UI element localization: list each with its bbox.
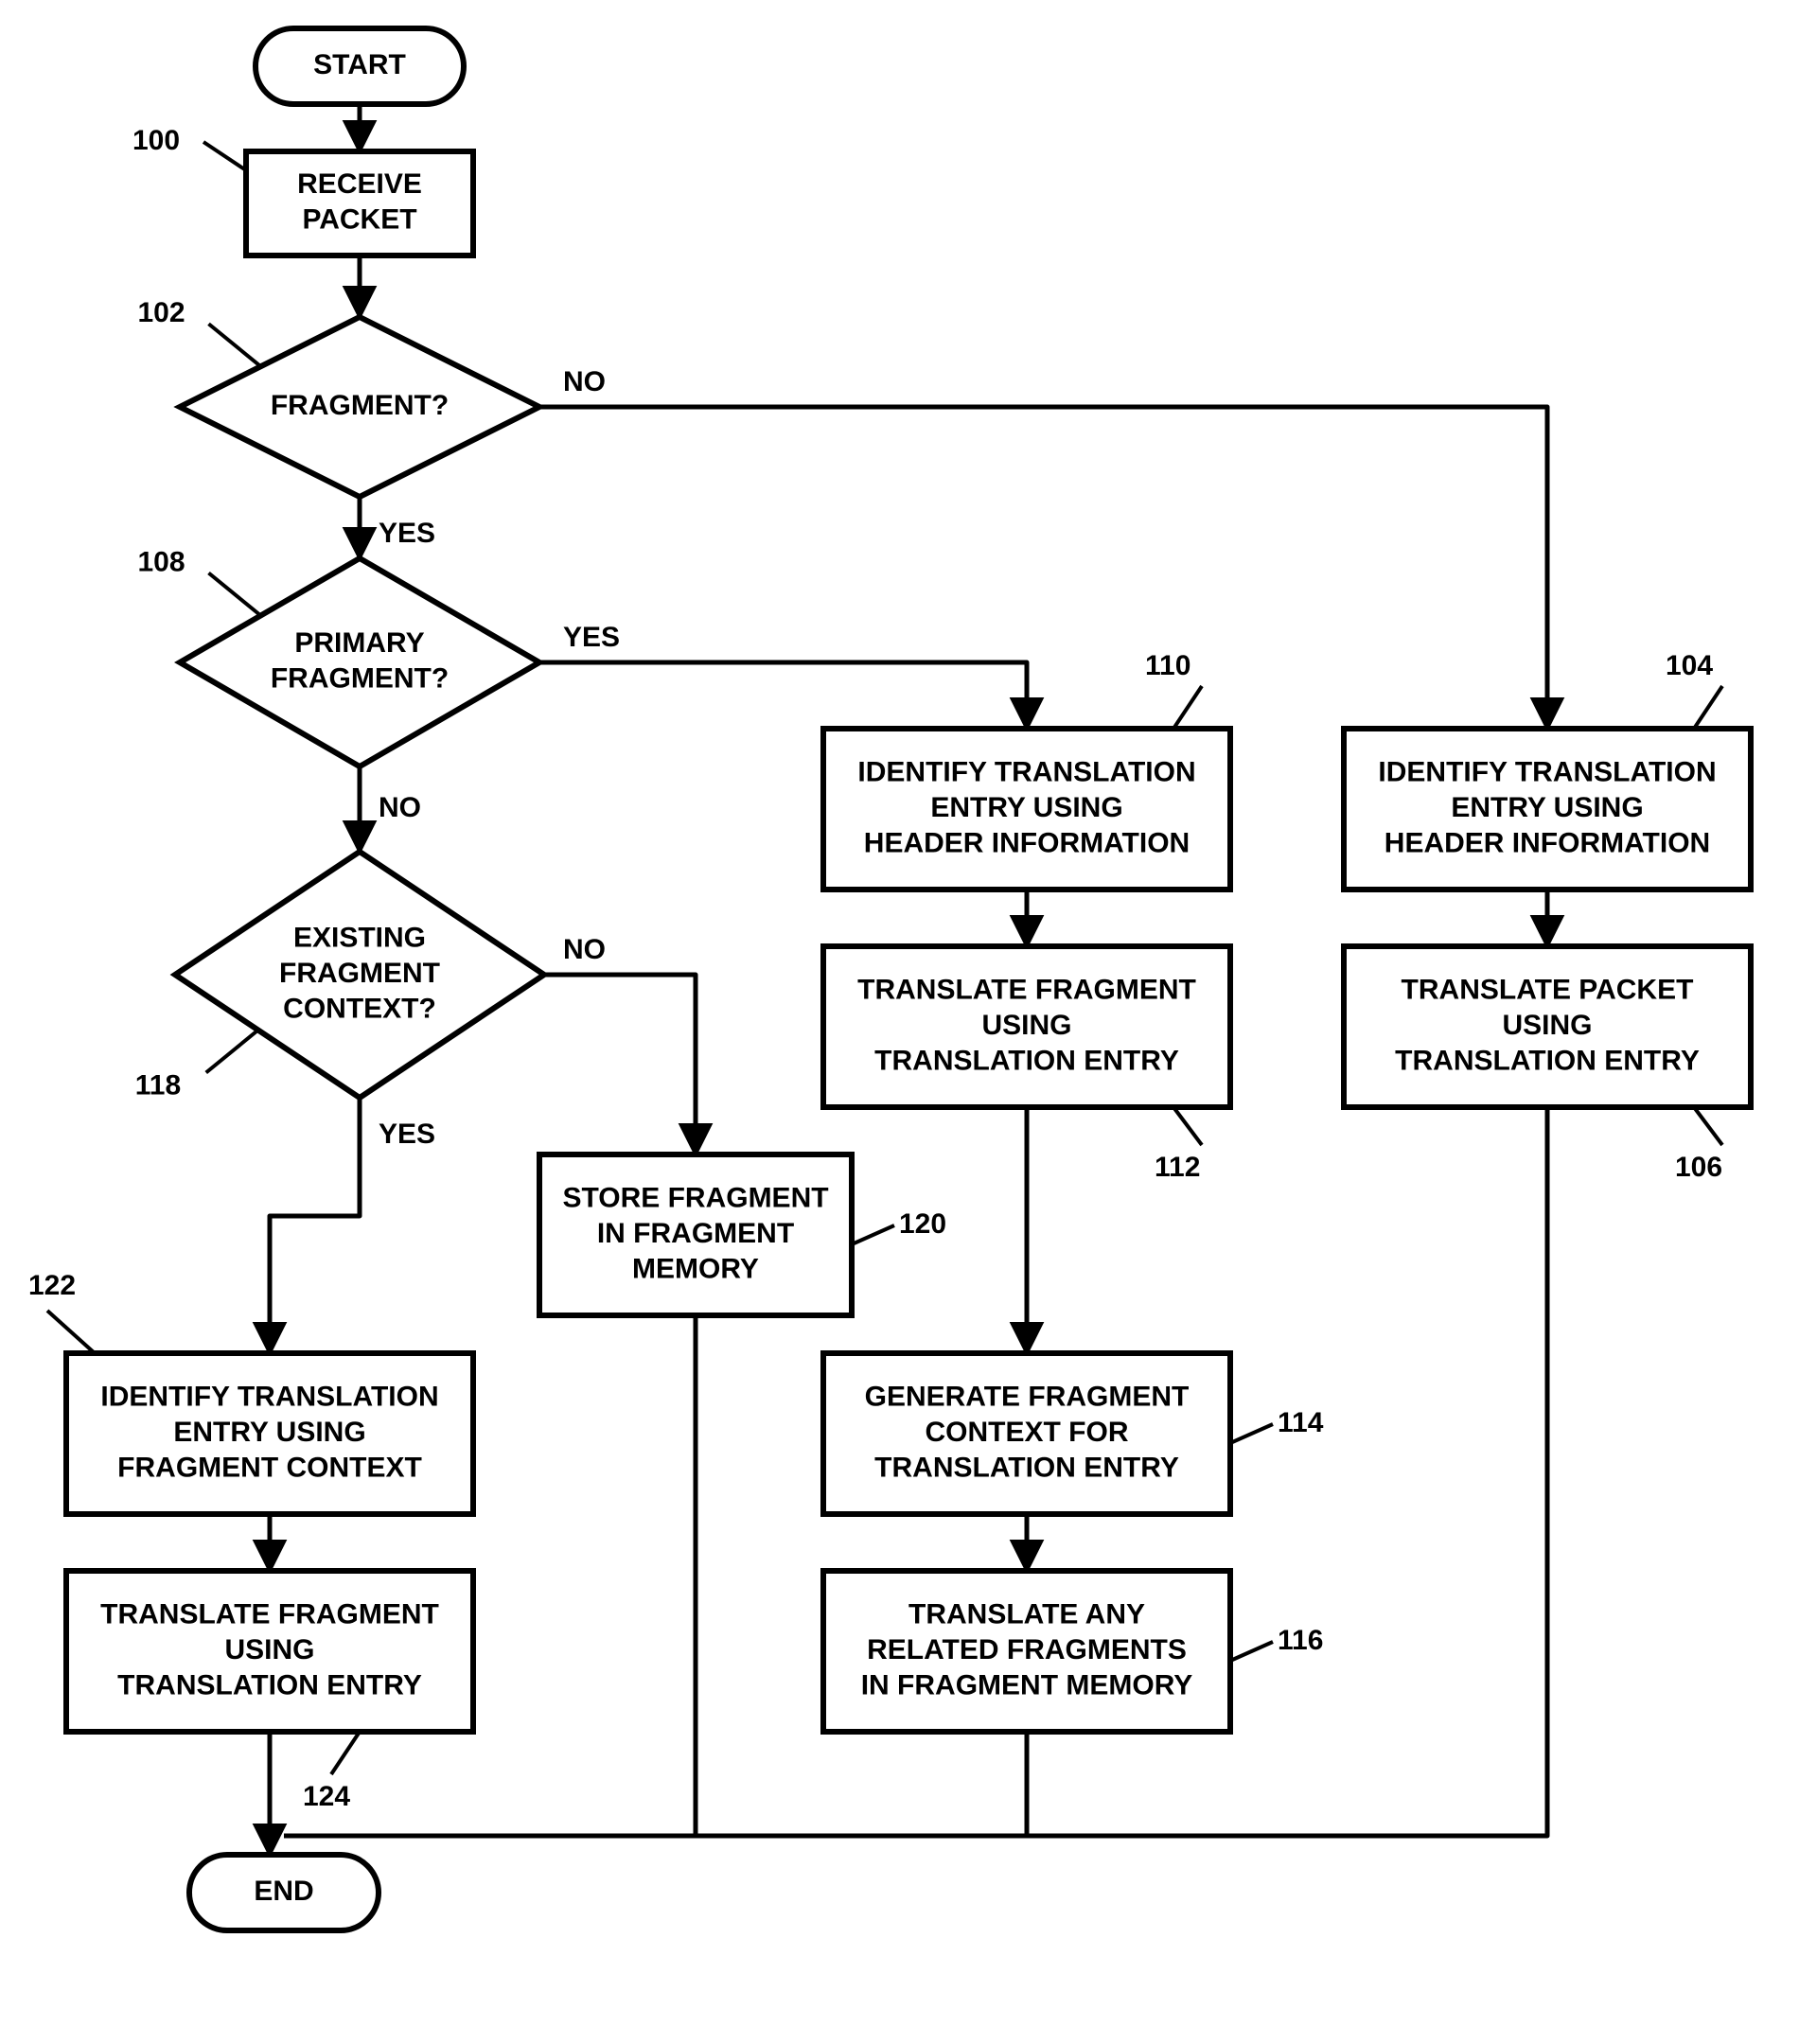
node-n122-line-2: FRAGMENT CONTEXT [117,1452,422,1483]
node-n124-line-0: TRANSLATE FRAGMENT [100,1598,439,1630]
node-n120-line-2: MEMORY [632,1253,759,1284]
node-n106-line-1: USING [1502,1010,1592,1041]
ref-label-n100: 100 [132,125,180,156]
node-n112-line-0: TRANSLATE FRAGMENT [857,974,1196,1005]
node-n120-line-0: STORE FRAGMENT [562,1182,828,1213]
node-end: END [189,1855,379,1930]
node-n118-line-0: EXISTING [293,922,426,953]
node-n118-line-1: FRAGMENT [279,958,440,989]
ref-label-n122: 122 [28,1270,76,1301]
node-n108-line-1: FRAGMENT? [271,663,449,695]
node-n108-line-0: PRIMARY [294,627,424,659]
edge-label-11: YES [379,1119,435,1150]
node-n116-line-1: RELATED FRAGMENTS [867,1634,1187,1665]
node-n110-line-2: HEADER INFORMATION [864,827,1190,858]
node-n112-line-2: TRANSLATION ENTRY [874,1045,1179,1076]
node-n104-line-1: ENTRY USING [1451,792,1643,823]
ref-label-n110: 110 [1145,650,1191,681]
ref-label-n104: 104 [1666,650,1713,681]
node-n104-line-0: IDENTIFY TRANSLATION [1378,756,1716,787]
ref-label-n118: 118 [135,1069,181,1101]
node-n100-line-0: RECEIVE [297,168,422,200]
node-start-line-0: START [313,49,406,80]
edge-label-4: YES [563,622,620,653]
edge-label-3: NO [563,366,606,397]
node-n106-line-0: TRANSLATE PACKET [1402,974,1694,1005]
edge-label-10: NO [563,934,606,965]
node-n122-line-1: ENTRY USING [173,1417,365,1448]
node-n124-line-2: TRANSLATION ENTRY [117,1669,422,1700]
node-n110-line-0: IDENTIFY TRANSLATION [857,756,1195,787]
node-n114-line-1: CONTEXT FOR [926,1417,1129,1448]
node-end-line-0: END [254,1876,313,1907]
ref-label-n108: 108 [138,546,185,577]
ref-label-n120: 120 [899,1208,946,1240]
node-n100-line-1: PACKET [302,204,416,236]
ref-label-n116: 116 [1278,1625,1323,1656]
node-n104-line-2: HEADER INFORMATION [1385,827,1710,858]
node-n124-line-1: USING [224,1634,314,1665]
edge-label-5: NO [379,792,421,823]
ref-label-n102: 102 [138,297,185,328]
ref-label-n106: 106 [1675,1152,1722,1183]
edge-label-2: YES [379,518,435,549]
ref-label-n124: 124 [303,1781,350,1812]
node-n116-line-2: IN FRAGMENT MEMORY [861,1669,1193,1700]
ref-label-n112: 112 [1155,1152,1200,1183]
node-n116-line-0: TRANSLATE ANY [908,1598,1145,1630]
node-start: START [256,28,464,104]
node-n110-line-1: ENTRY USING [930,792,1122,823]
node-n120-line-1: IN FRAGMENT [597,1218,794,1249]
node-n114-line-2: TRANSLATION ENTRY [874,1452,1179,1483]
node-n118-line-2: CONTEXT? [283,993,436,1024]
node-n102-line-0: FRAGMENT? [271,390,449,421]
node-n122-line-0: IDENTIFY TRANSLATION [100,1381,438,1412]
ref-label-n114: 114 [1278,1407,1324,1438]
node-n112-line-1: USING [981,1010,1071,1041]
node-n114-line-0: GENERATE FRAGMENT [865,1381,1190,1412]
node-n106-line-2: TRANSLATION ENTRY [1395,1045,1700,1076]
